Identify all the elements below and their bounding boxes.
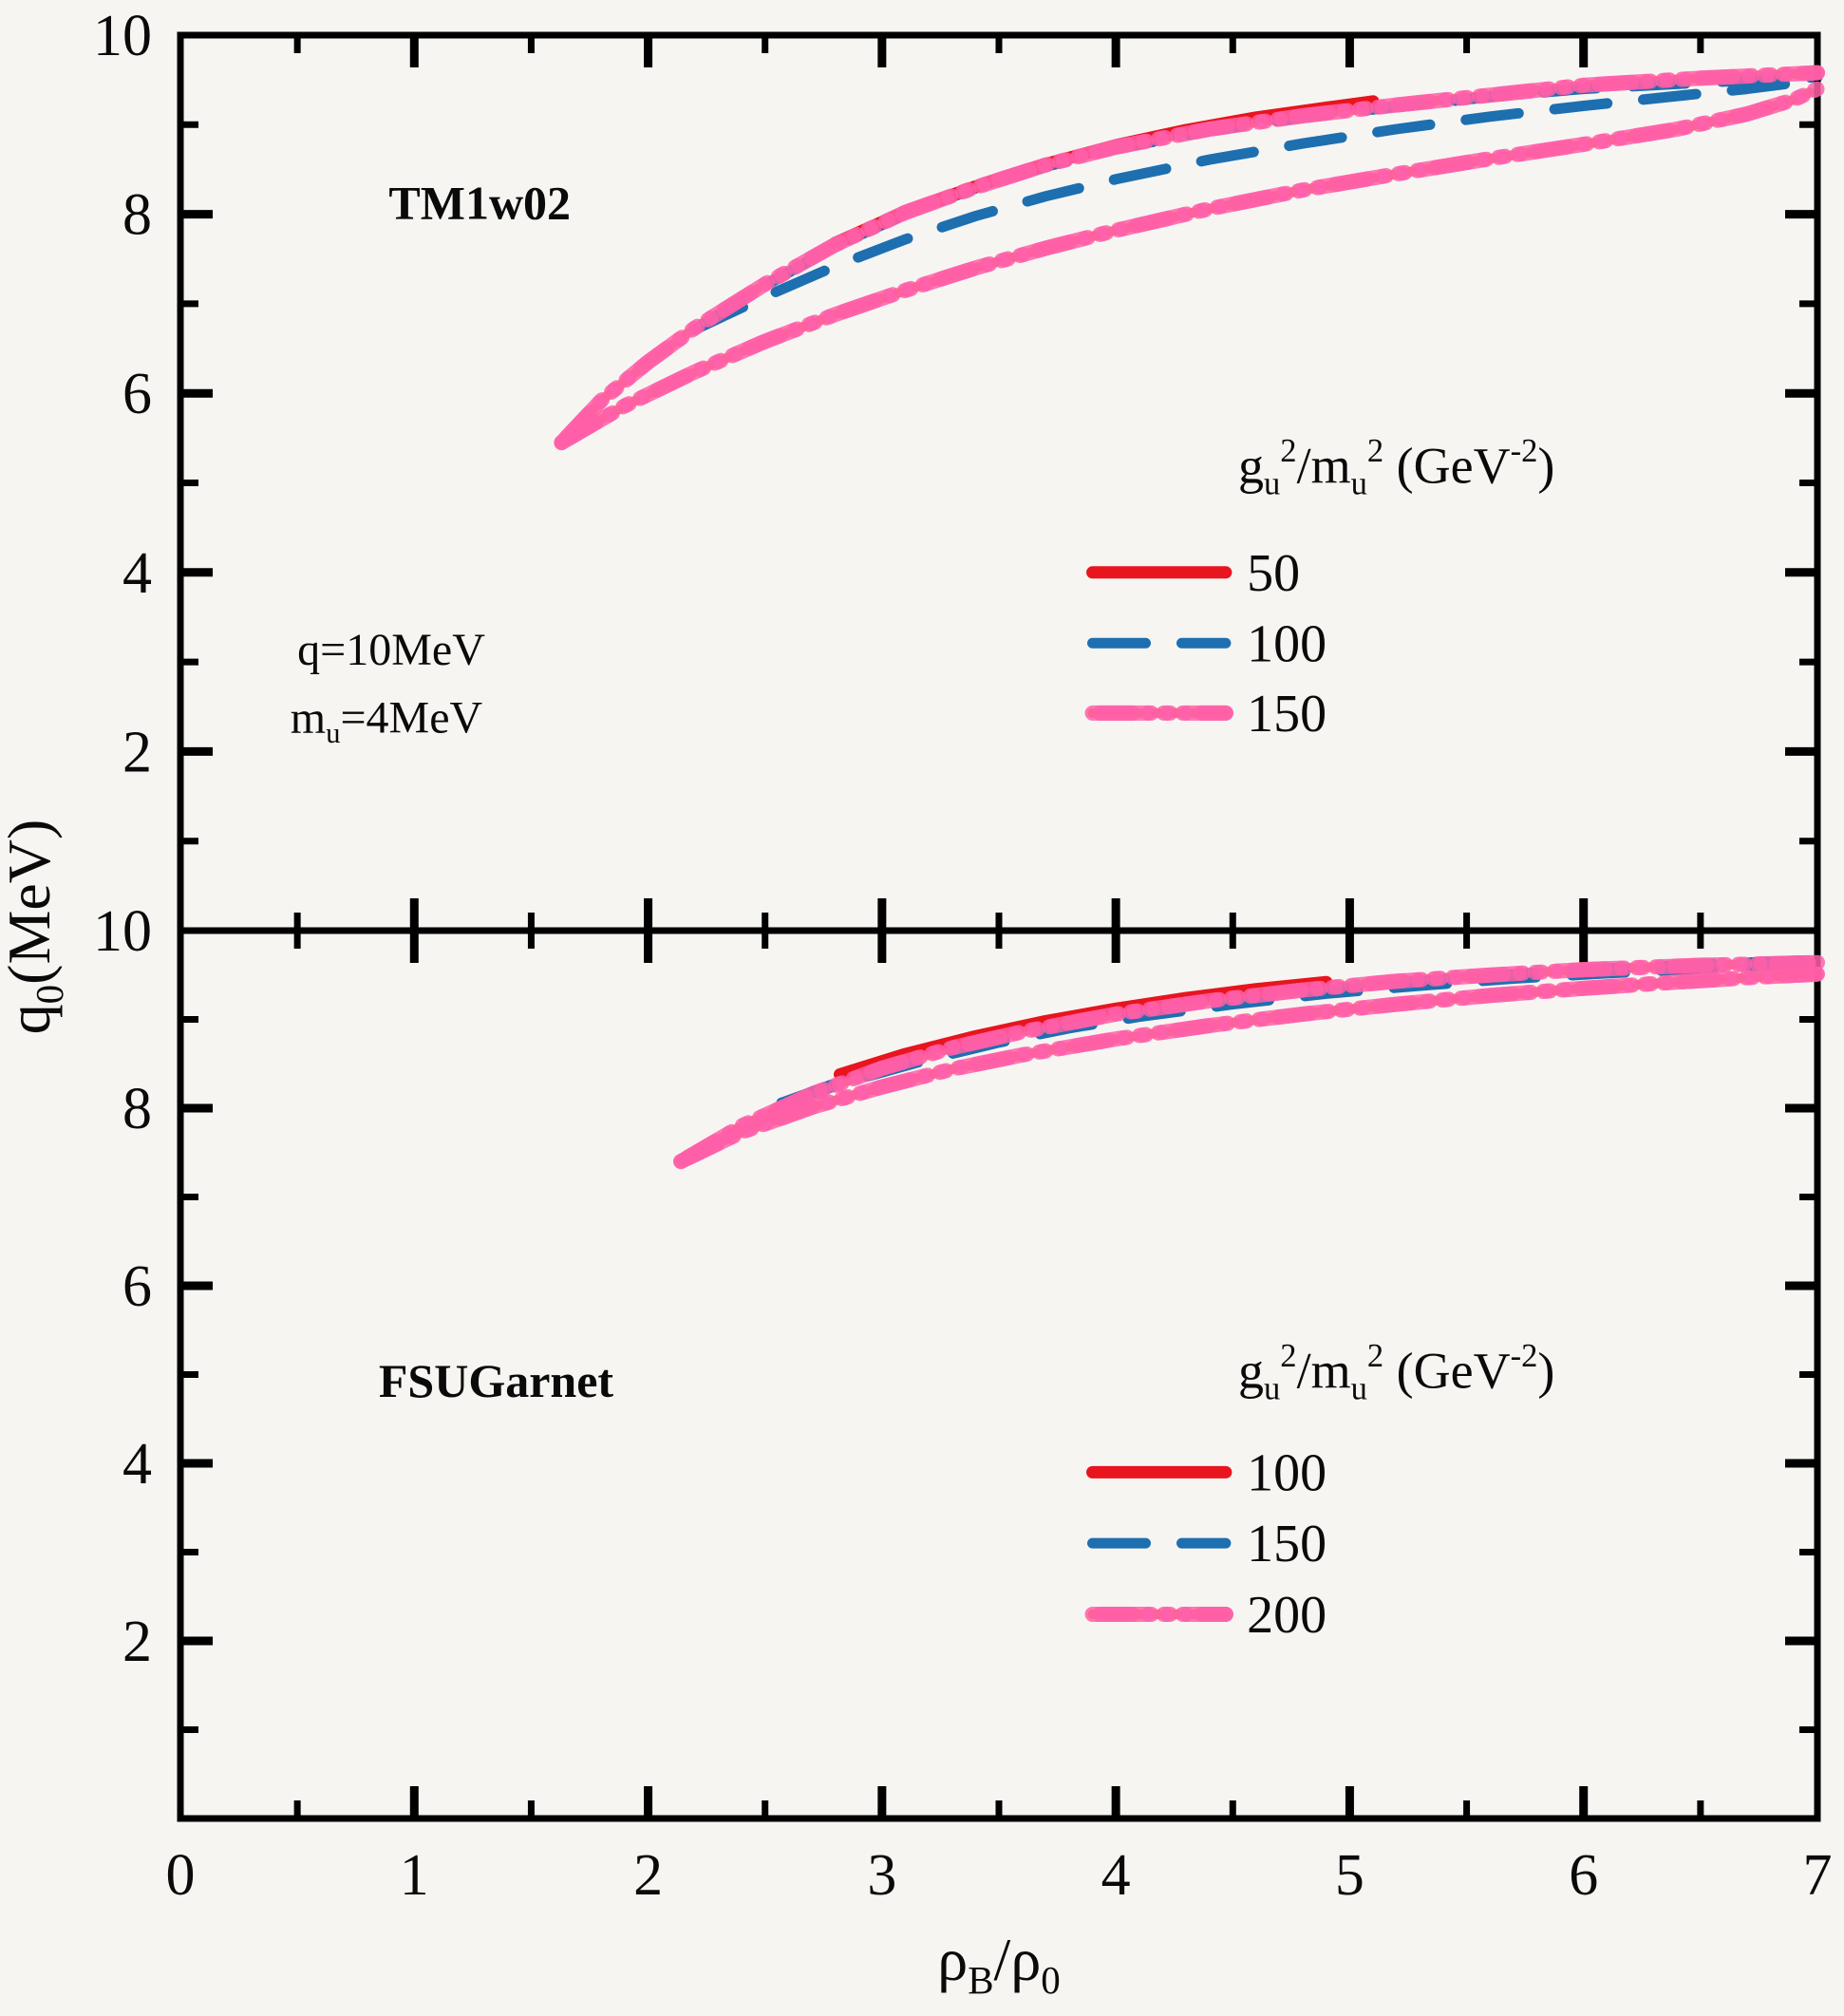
- x-axis-title: ρB/ρ0: [937, 1926, 1060, 2002]
- mu-annotation: mu=4MeV: [291, 693, 483, 750]
- y-tick-label: 6: [122, 362, 152, 426]
- y-axis-title: q0(MeV): [0, 820, 71, 1035]
- legend-label-100: 100: [1247, 1443, 1327, 1502]
- legend-label-150: 150: [1247, 1515, 1327, 1573]
- legend-label-200: 200: [1247, 1586, 1327, 1645]
- x-tick-label: 6: [1569, 1843, 1598, 1908]
- legend-title: gu2/mu2 (GeV-2): [1238, 1338, 1554, 1407]
- legend-label-150: 150: [1247, 685, 1327, 744]
- y-tick-label: 8: [122, 1077, 152, 1141]
- y-tick-label: 10: [93, 899, 152, 964]
- panel-frame-FSUGarnet: [177, 927, 1821, 1822]
- y-tick-label: 4: [122, 1432, 152, 1497]
- series-FSUGarnet-200-lower-halo1: [673, 966, 1825, 1170]
- y-tick-label: 2: [122, 1610, 152, 1674]
- legend-title: gu2/mu2 (GeV-2): [1238, 433, 1554, 502]
- x-tick-label: 0: [166, 1843, 196, 1908]
- y-tick-label: 4: [122, 541, 152, 606]
- x-tick-label: 5: [1335, 1843, 1364, 1908]
- y-tick-label: 2: [122, 720, 152, 784]
- legend-label-50: 50: [1247, 544, 1300, 603]
- x-tick-label: 3: [867, 1843, 896, 1908]
- y-tick-label: 6: [122, 1254, 152, 1319]
- x-tick-label: 7: [1803, 1843, 1833, 1908]
- panel-title-fsugarnet: FSUGarnet: [379, 1354, 614, 1407]
- y-tick-label: 10: [93, 4, 152, 68]
- series-TM1w02-150-lower-halo1: [554, 81, 1825, 451]
- x-tick-label: 1: [400, 1843, 429, 1908]
- series-TM1w02-100-lower: [689, 74, 1823, 335]
- q-annotation: q=10MeV: [297, 625, 485, 675]
- y-tick-label: 8: [122, 183, 152, 248]
- x-tick-label: 2: [633, 1843, 663, 1908]
- series-FSUGarnet-200-upper-halo1: [673, 954, 1825, 1170]
- x-tick-label: 4: [1101, 1843, 1131, 1908]
- panel-title-tm1w02: TM1w02: [388, 176, 571, 229]
- legend-label-100: 100: [1247, 614, 1327, 673]
- series-TM1w02-150-upper-halo1: [554, 65, 1825, 451]
